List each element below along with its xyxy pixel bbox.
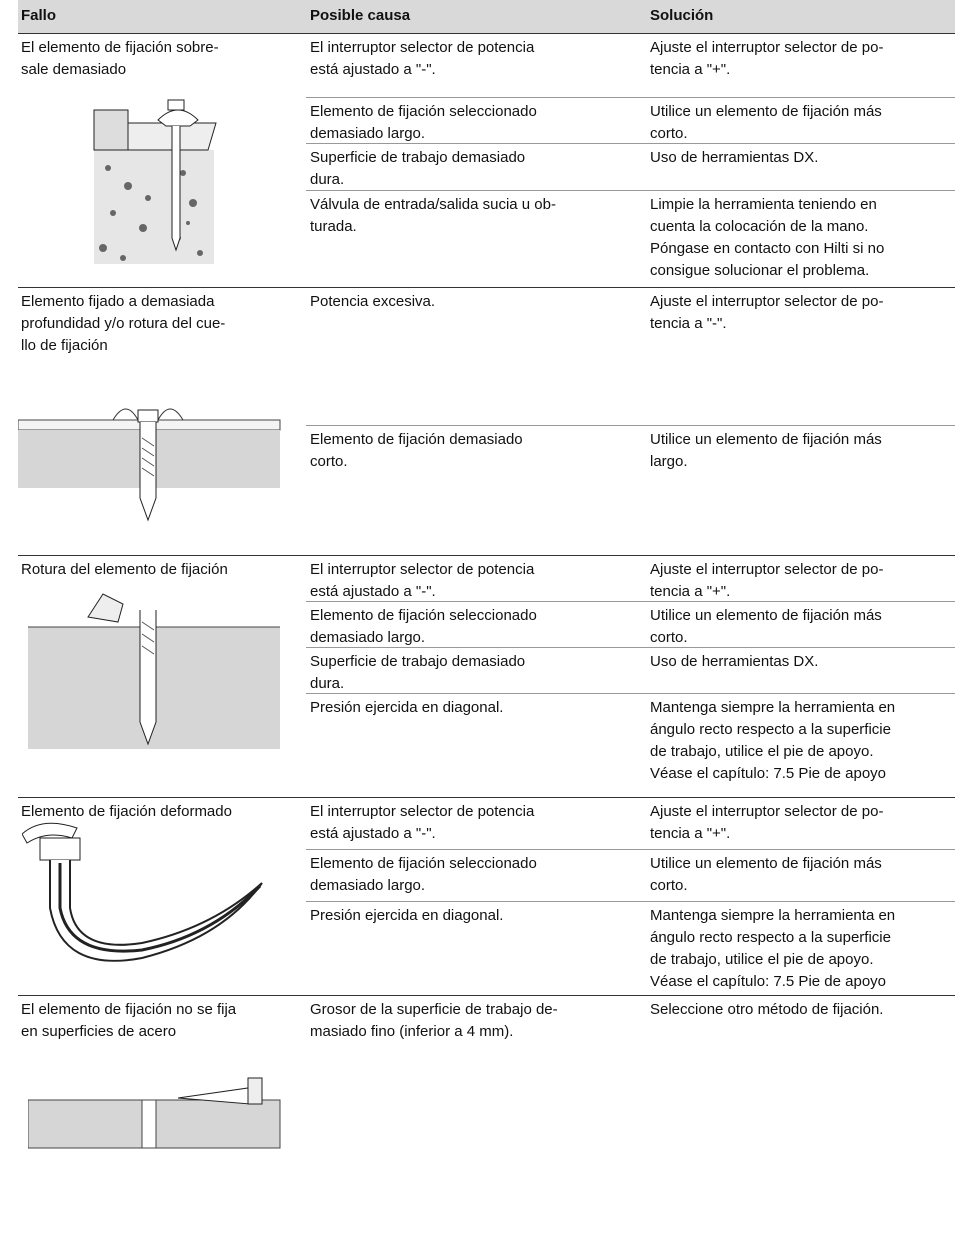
cause: Elemento de fijación seleccionado demasi… bbox=[310, 607, 537, 646]
cause: Grosor de la superficie de trabajo de- m… bbox=[310, 1001, 558, 1040]
fault: Elemento fijado a demasiada profundidad … bbox=[21, 293, 226, 354]
cause: Potencia excesiva. bbox=[310, 293, 436, 310]
cause: El interruptor selector de potencia está… bbox=[310, 803, 535, 842]
solution: Limpie la herramienta teniendo en cuenta… bbox=[650, 196, 885, 279]
row-rule bbox=[306, 849, 955, 850]
solution: Ajuste el interruptor selector de po- te… bbox=[650, 803, 884, 842]
row-rule bbox=[306, 901, 955, 902]
cause: Válvula de entrada/salida sucia u ob- tu… bbox=[310, 196, 556, 235]
solution: Ajuste el interruptor selector de po- te… bbox=[650, 561, 884, 600]
solution: Utilice un elemento de fijación más cort… bbox=[650, 855, 882, 894]
group-rule bbox=[18, 995, 955, 996]
header-rule bbox=[18, 33, 955, 34]
cause: Elemento de fijación seleccionado demasi… bbox=[310, 103, 537, 142]
fault: Elemento de fijación deformado bbox=[21, 803, 232, 820]
solution: Utilice un elemento de fijación más cort… bbox=[650, 607, 882, 646]
row-rule bbox=[306, 425, 955, 426]
header-solution: Solución bbox=[650, 7, 714, 24]
illustration-broken bbox=[28, 593, 280, 749]
fault: El elemento de fijación sobre- sale dema… bbox=[21, 39, 219, 78]
cause: El interruptor selector de potencia está… bbox=[310, 561, 535, 600]
cause: Elemento de fijación demasiado corto. bbox=[310, 431, 523, 470]
fault: Rotura del elemento de fijación bbox=[21, 561, 228, 578]
cause: Superficie de trabajo demasiado dura. bbox=[310, 653, 526, 692]
row-rule bbox=[306, 97, 955, 98]
illustration-protruding bbox=[93, 99, 217, 264]
group-rule bbox=[18, 555, 955, 556]
row-rule bbox=[306, 693, 955, 694]
solution: Uso de herramientas DX. bbox=[650, 653, 819, 670]
row-rule bbox=[306, 143, 955, 144]
cause: Elemento de fijación seleccionado demasi… bbox=[310, 855, 537, 894]
illustration-steel bbox=[28, 1077, 281, 1149]
row-rule bbox=[306, 647, 955, 648]
solution: Ajuste el interruptor selector de po- te… bbox=[650, 39, 884, 78]
group-rule bbox=[18, 287, 955, 288]
solution: Uso de herramientas DX. bbox=[650, 149, 819, 166]
solution: Seleccione otro método de fijación. bbox=[650, 1001, 884, 1018]
cause: El interruptor selector de potencia está… bbox=[310, 39, 535, 78]
cause: Presión ejercida en diagonal. bbox=[310, 699, 504, 716]
header-cause: Posible causa bbox=[310, 7, 411, 24]
fault: El elemento de fijación no se fija en su… bbox=[21, 1001, 237, 1040]
row-rule bbox=[306, 601, 955, 602]
cause: Presión ejercida en diagonal. bbox=[310, 907, 504, 924]
header-fault: Fallo bbox=[21, 7, 57, 24]
solution: Mantenga siempre la herramienta en ángul… bbox=[650, 699, 896, 782]
solution: Ajuste el interruptor selector de po- te… bbox=[650, 293, 884, 332]
solution: Utilice un elemento de fijación más cort… bbox=[650, 103, 882, 142]
row-rule bbox=[306, 190, 955, 191]
solution: Utilice un elemento de fijación más larg… bbox=[650, 431, 882, 470]
illustration-deep bbox=[18, 408, 281, 522]
illustration-deformed bbox=[22, 822, 263, 962]
group-rule bbox=[18, 797, 955, 798]
cause: Superficie de trabajo demasiado dura. bbox=[310, 149, 526, 188]
solution: Mantenga siempre la herramienta en ángul… bbox=[650, 907, 896, 990]
header-bg bbox=[18, 0, 955, 33]
